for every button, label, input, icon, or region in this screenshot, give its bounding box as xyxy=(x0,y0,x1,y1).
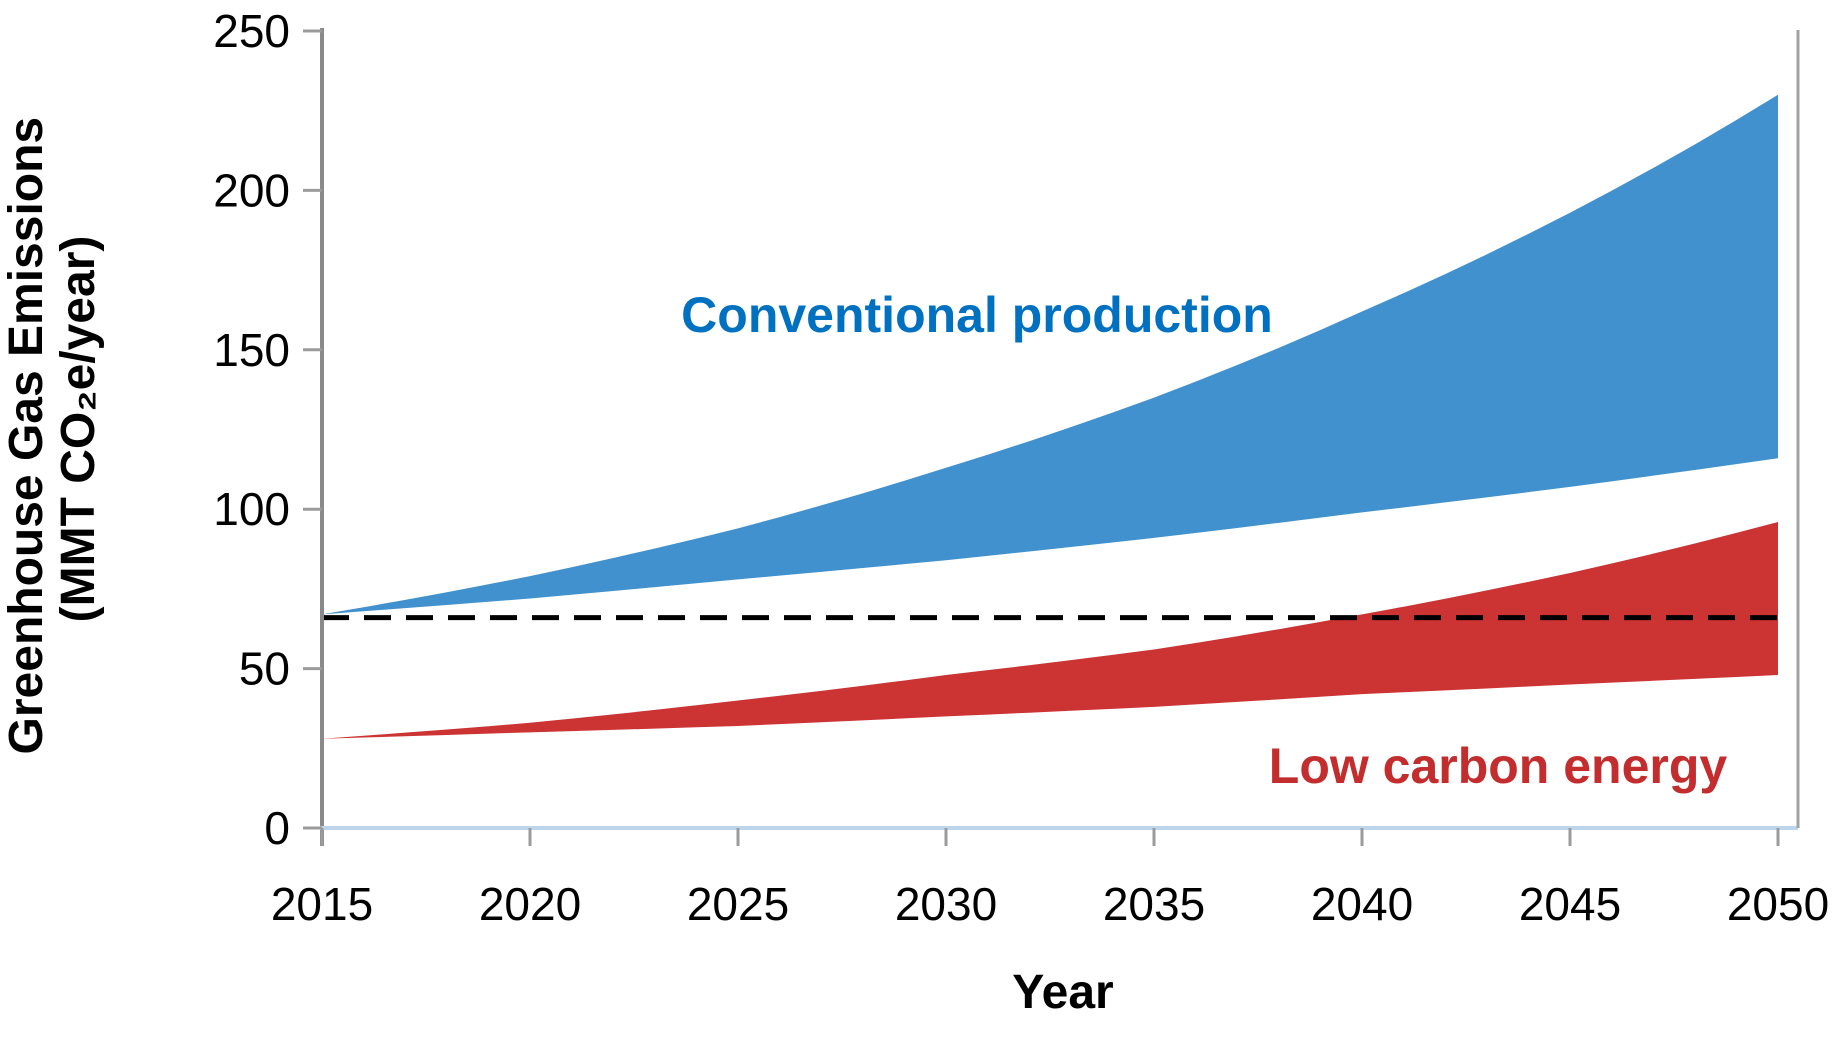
y-tick-label: 150 xyxy=(213,324,290,376)
y-tick-label: 250 xyxy=(213,5,290,57)
y-tick-label: 200 xyxy=(213,164,290,216)
x-tick-label: 2020 xyxy=(479,878,581,930)
series-label-low-carbon-energy: Low carbon energy xyxy=(1269,738,1728,794)
axes-group xyxy=(303,28,1800,846)
y-axis-title-line2: (MMT CO₂e/year) xyxy=(52,236,105,623)
band-conventional-production xyxy=(322,94,1778,615)
band-low-carbon-energy xyxy=(322,521,1778,739)
y-tick-label: 50 xyxy=(239,643,290,695)
x-axis-title: Year xyxy=(1012,966,1113,1019)
y-axis-title-line1: Greenhouse Gas Emissions xyxy=(0,117,53,755)
series-bands xyxy=(322,94,1778,739)
x-tick-label: 2040 xyxy=(1311,878,1413,930)
x-tick-label: 2050 xyxy=(1727,878,1829,930)
y-tick-label: 0 xyxy=(264,802,290,854)
y-axis-title: Greenhouse Gas Emissions (MMT CO₂e/year) xyxy=(0,104,105,755)
tick-labels-group: 0 50 100 150 200 250 2015 2020 2025 2030 2035 2040 2… xyxy=(213,5,1829,930)
x-tick-label: 2030 xyxy=(895,878,997,930)
series-label-conventional-production: Conventional production xyxy=(681,287,1273,343)
x-tick-label: 2015 xyxy=(271,878,373,930)
x-tick-label: 2045 xyxy=(1519,878,1621,930)
x-tick-label: 2025 xyxy=(687,878,789,930)
y-tick-label: 100 xyxy=(213,483,290,535)
x-tick-label: 2035 xyxy=(1103,878,1205,930)
